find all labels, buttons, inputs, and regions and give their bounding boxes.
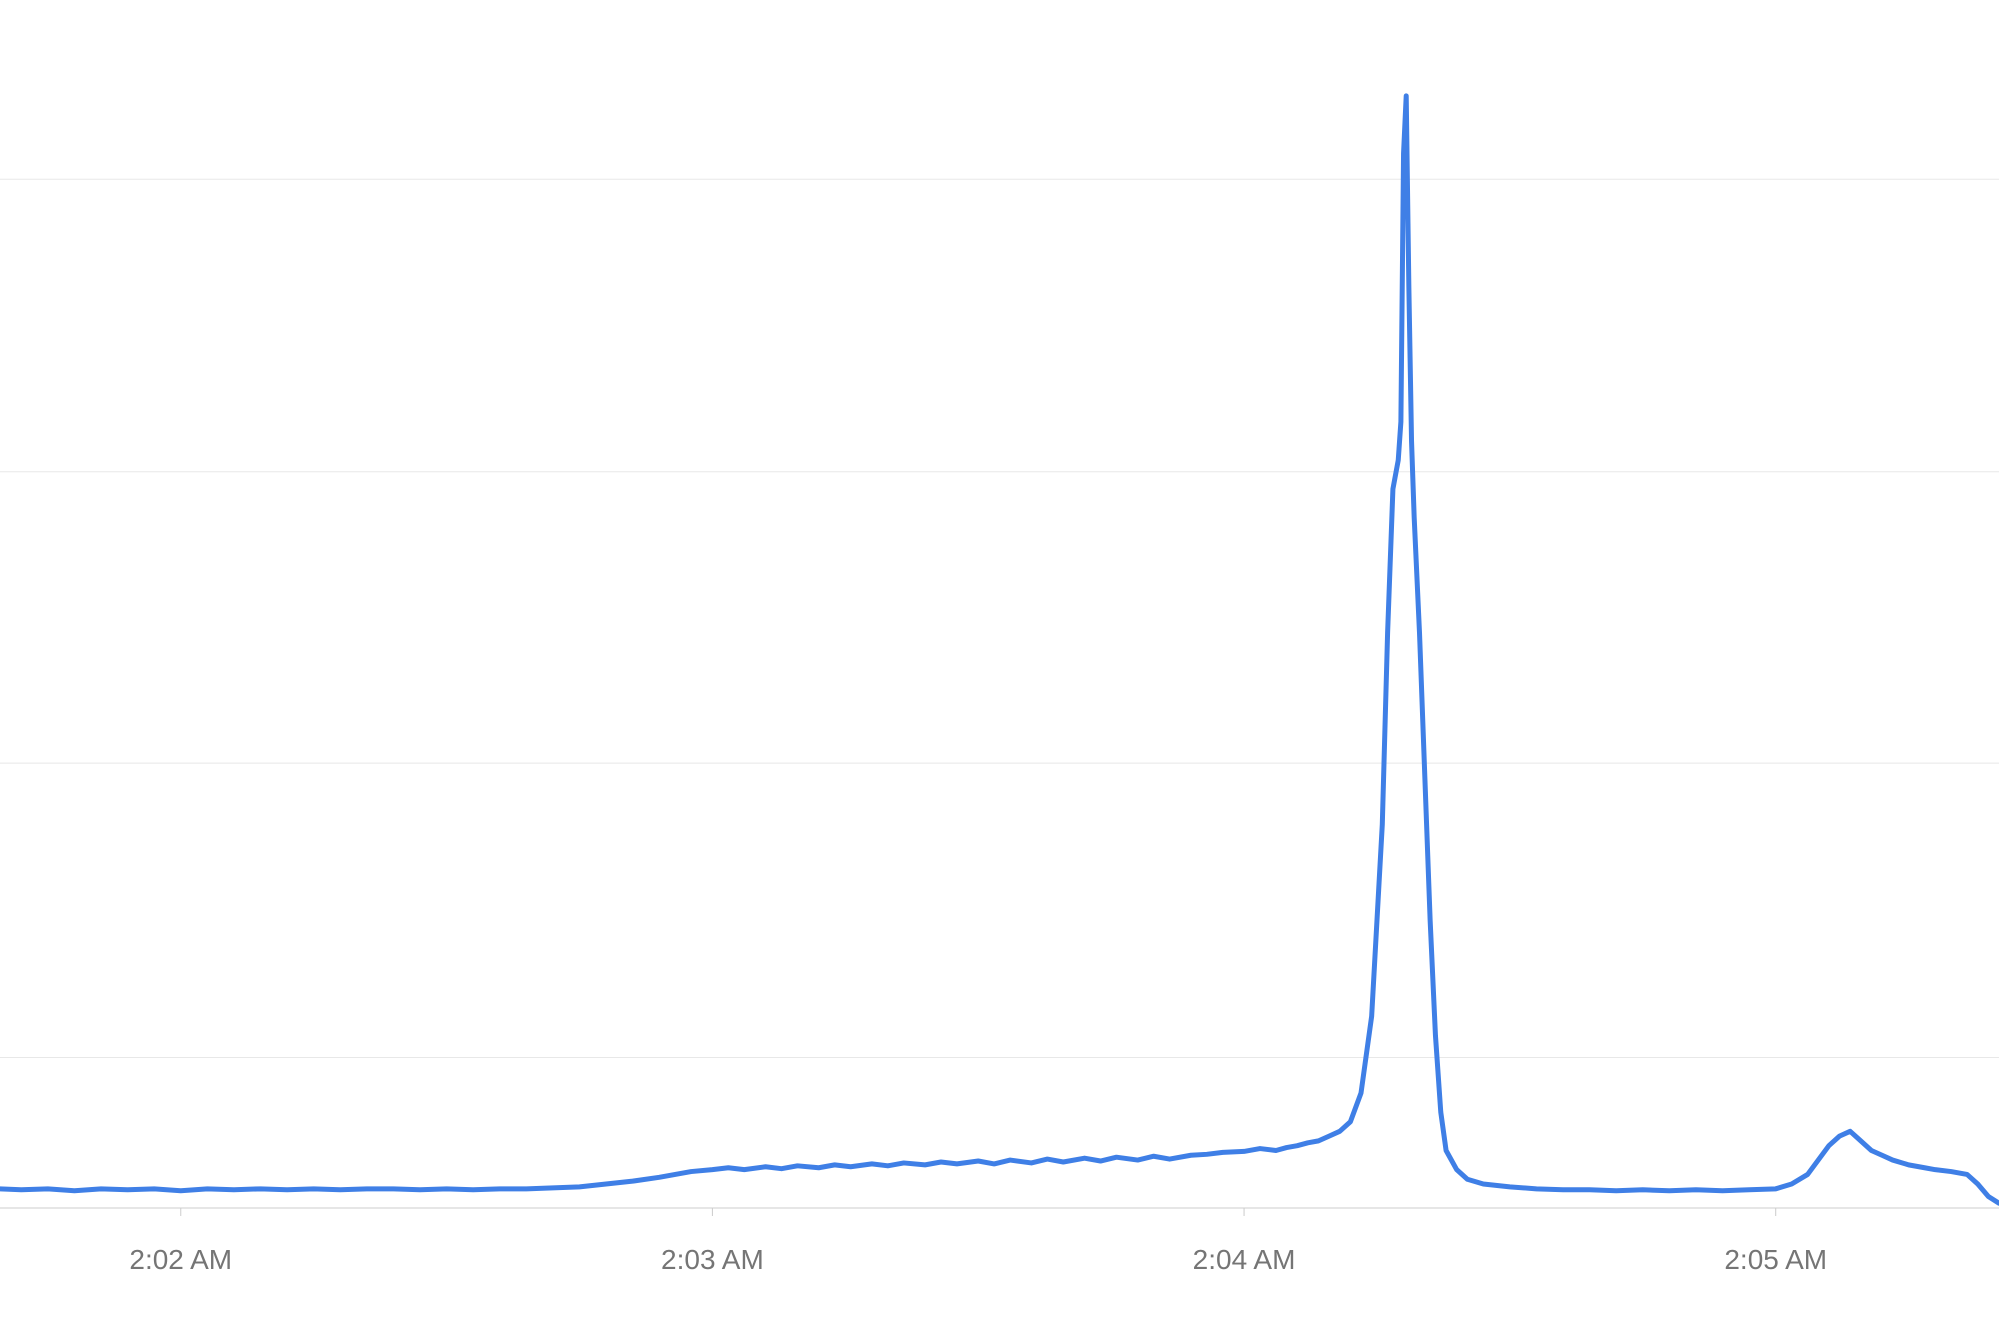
line-chart: 2:02 AM 2:03 AM 2:04 AM 2:05 AM <box>0 0 1999 1319</box>
data-line <box>0 96 1999 1203</box>
x-tick-label: 2:03 AM <box>661 1244 764 1276</box>
x-tick-label: 2:05 AM <box>1724 1244 1827 1276</box>
chart-svg <box>0 0 1999 1319</box>
x-tick-label: 2:04 AM <box>1193 1244 1296 1276</box>
x-tick-label: 2:02 AM <box>129 1244 232 1276</box>
